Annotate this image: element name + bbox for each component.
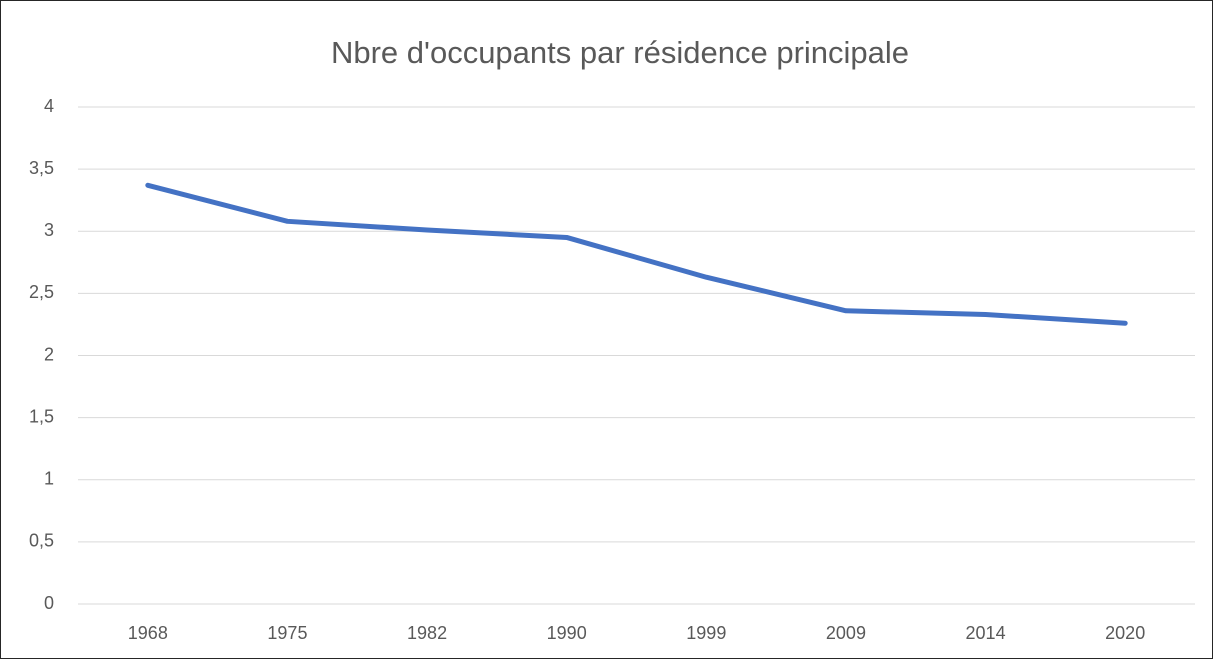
y-tick-label: 1,5 — [29, 406, 54, 426]
y-tick-label: 0,5 — [29, 531, 54, 551]
y-tick-label: 3,5 — [29, 158, 54, 178]
x-tick-label: 2020 — [1105, 623, 1145, 643]
chart-title: Nbre d'occupants par résidence principal… — [331, 35, 909, 70]
y-tick-label: 1 — [44, 469, 54, 489]
line-series — [145, 182, 1128, 326]
x-tick-label: 2009 — [826, 623, 866, 643]
x-tick-label: 1982 — [407, 623, 447, 643]
x-tick-label: 2014 — [966, 623, 1006, 643]
x-tick-label: 1999 — [686, 623, 726, 643]
y-tick-label: 2 — [44, 344, 54, 364]
x-tick-label: 1975 — [267, 623, 307, 643]
x-tick-label: 1968 — [128, 623, 168, 643]
x-tick-label: 1990 — [547, 623, 587, 643]
y-tick-label: 4 — [44, 96, 54, 116]
y-tick-label: 2,5 — [29, 282, 54, 302]
y-tick-label: 3 — [44, 220, 54, 240]
y-tick-label: 0 — [44, 593, 54, 613]
